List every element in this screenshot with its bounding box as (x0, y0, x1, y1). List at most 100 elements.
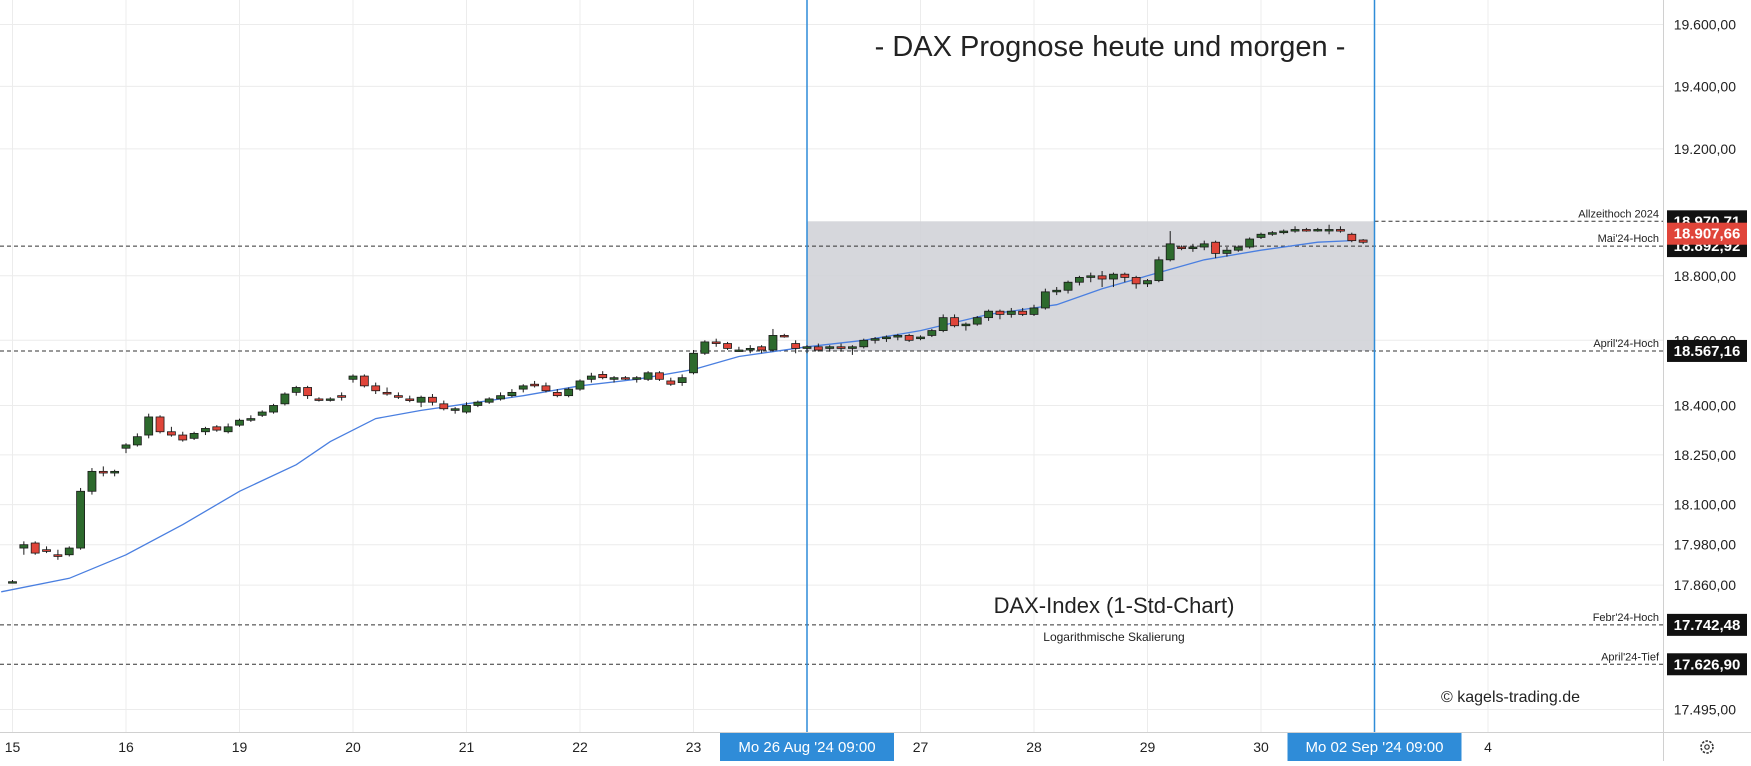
candle-body (689, 352, 698, 374)
candle-body (1233, 246, 1243, 251)
candle-body (235, 419, 244, 426)
candle-body (598, 374, 608, 379)
candle-body (19, 544, 29, 549)
candle-body (246, 418, 256, 421)
x-tick-label: 30 (1253, 739, 1269, 755)
candle-body (1052, 289, 1062, 293)
candle-body (98, 470, 108, 474)
x-tick-label: 23 (686, 739, 702, 755)
candle-body (643, 372, 653, 380)
candle-body (121, 444, 131, 449)
candle-body (1222, 249, 1232, 254)
y-tick-label: 18.800,00 (1674, 268, 1736, 284)
candle-body (212, 426, 222, 431)
chart-title: - DAX Prognose heute und morgen - (875, 31, 1346, 63)
candle-body (530, 383, 539, 387)
level-price-tag-bg (1667, 653, 1747, 676)
level-label: April'24-Hoch (1593, 338, 1659, 350)
x-tick-label: 4 (1484, 739, 1492, 755)
candle-body (711, 341, 721, 344)
candle-body (30, 542, 40, 554)
date-marker-label: Mo 02 Sep '24 09:00 (1306, 739, 1444, 756)
level-price-tag-bg (1667, 339, 1747, 362)
candle-body (76, 490, 85, 549)
candle-body (813, 346, 823, 351)
candle-body (416, 396, 426, 403)
candle-body (609, 377, 619, 380)
gear-icon[interactable] (1700, 740, 1714, 754)
date-marker-label-bg (720, 733, 894, 761)
candle-body (155, 416, 165, 433)
x-tick-label: 29 (1140, 739, 1156, 755)
chart-subtitle: DAX-Index (1-Std-Chart) (994, 593, 1235, 618)
candle-body (984, 310, 993, 319)
candle-body (518, 385, 528, 390)
y-tick-label: 18.100,00 (1674, 497, 1736, 513)
candle-body (269, 405, 278, 413)
candle-body (848, 346, 857, 349)
copyright-text: © kagels-trading.de (1441, 689, 1580, 706)
level-price-tag-bg (1667, 613, 1747, 636)
candle-body (303, 387, 313, 397)
candle-body (291, 387, 301, 393)
level-price-tag: 17.626,90 (1674, 656, 1741, 673)
candle-body (393, 395, 403, 398)
candle-body (564, 388, 574, 397)
candle-body (757, 346, 766, 351)
candle-body (314, 398, 324, 401)
candle-body (223, 426, 233, 433)
y-tick-label: 19.400,00 (1674, 78, 1736, 94)
gear-icon-outer (1700, 740, 1714, 754)
candle-body (1358, 239, 1368, 243)
y-tick-label: 17.860,00 (1674, 577, 1736, 593)
scale-note: Logarithmische Skalierung (1043, 630, 1184, 644)
candle-body (1006, 310, 1016, 315)
candle-body (1324, 229, 1334, 232)
candle-body (700, 341, 710, 354)
candle-body (859, 339, 869, 348)
candle-body (723, 343, 732, 349)
candle-body (1211, 241, 1220, 254)
candle-body (1177, 246, 1186, 250)
candle-body (972, 317, 982, 325)
candle-body (1199, 243, 1209, 248)
candle-body (950, 317, 959, 327)
candle-body (1018, 310, 1028, 315)
candle-body (64, 547, 74, 556)
candle-body (382, 391, 392, 395)
candle-body (496, 395, 505, 400)
level-label: Mai'24-Hoch (1598, 233, 1659, 245)
candle-body (586, 375, 596, 380)
candle-body (359, 375, 369, 387)
candle-body (428, 396, 437, 403)
candle-body (870, 338, 880, 341)
candle-body (166, 431, 176, 436)
candle-body (552, 391, 562, 397)
last-price-tag-bg (1667, 222, 1747, 245)
candle-body (473, 401, 483, 406)
candle-body (632, 377, 642, 380)
y-tick-label: 19.600,00 (1674, 17, 1736, 33)
candle-body (621, 377, 630, 380)
candle-body (1279, 230, 1289, 234)
candle-body (1347, 233, 1357, 242)
y-tick-label: 18.400,00 (1674, 397, 1736, 413)
x-tick-label: 20 (345, 739, 361, 755)
candle-body (666, 380, 676, 385)
candle-body (484, 398, 494, 403)
y-tick-label: 17.980,00 (1674, 537, 1736, 553)
date-marker-label-bg (1287, 733, 1462, 761)
candle-body (280, 393, 290, 405)
candle-body (87, 470, 97, 492)
candle-body (1040, 291, 1050, 309)
candle-body (201, 428, 210, 433)
candle-body (836, 346, 846, 349)
candle-body (1336, 229, 1345, 232)
candle-body (1188, 246, 1198, 250)
candle-body (575, 380, 585, 390)
candle-body (405, 398, 415, 401)
candle-body (348, 375, 358, 380)
candle-body (541, 385, 551, 392)
candle-body (1245, 238, 1255, 248)
